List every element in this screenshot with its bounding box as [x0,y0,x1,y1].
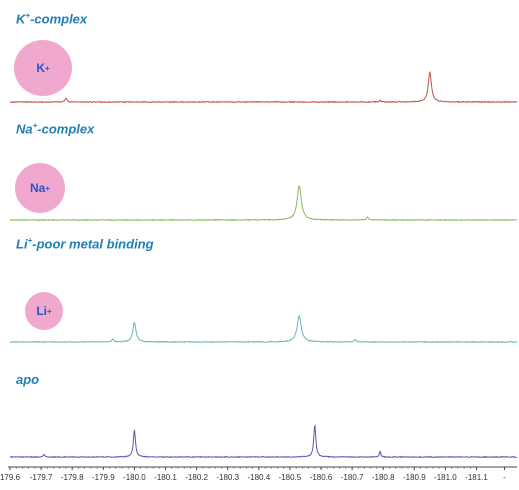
x-tick-label: -180.6 [310,473,333,482]
spectrum-line-0 [9,70,518,104]
spectrum-line-2 [9,315,518,344]
x-tick-label: -180.0 [123,473,146,482]
x-tick-label: -180.9 [403,473,426,482]
panel-title-li-poor-binding: Li+-poor metal binding [16,236,154,252]
x-tick-label: -180.3 [216,473,239,482]
na-ion-circle-icon: Na + [15,163,65,213]
x-tick-label: -180.2 [185,473,208,482]
li-ion-circle-icon: Li + [25,292,63,330]
x-tick-label: 179.6 [0,473,21,482]
panel-title-apo: apo [16,372,40,387]
x-tick-label: -179.7 [30,473,53,482]
x-tick-label: -180.4 [247,473,270,482]
panel-title-k-complex: K+-complex [16,11,88,27]
x-tick-label: - [503,473,506,482]
x-tick-label: -180.1 [154,473,177,482]
x-tick-label: -181.0 [434,473,457,482]
panel-title-na-complex: Na+-complex [16,121,95,137]
x-tick-label: -180.7 [341,473,364,482]
k-ion-circle-icon: K + [14,40,72,96]
x-tick-label: -180.5 [279,473,302,482]
x-tick-label: -179.8 [61,473,84,482]
x-tick-label: -181.1 [465,473,488,482]
x-tick-label: -180.8 [372,473,395,482]
spectrum-line-3 [9,423,517,459]
x-tick-label: -179.9 [92,473,115,482]
spectrum-line-1 [9,185,518,222]
